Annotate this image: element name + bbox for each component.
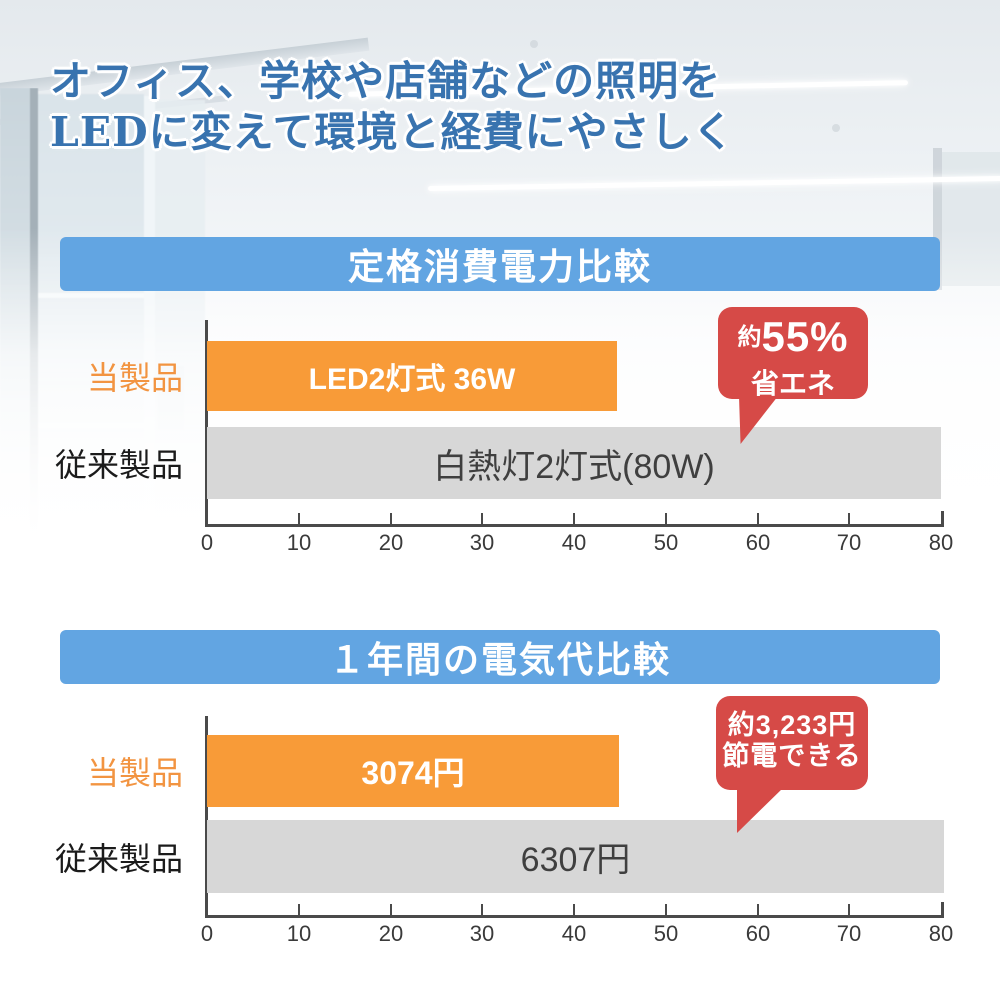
x-tick-label: 50 — [653, 530, 679, 555]
x-tick-label: 30 — [469, 530, 495, 555]
x-axis-tick — [941, 511, 944, 524]
x-tick-label: 0 — [200, 921, 214, 946]
category-label-conventional: 従来製品 — [54, 447, 183, 483]
x-axis-tick — [481, 904, 483, 915]
x-tick-label: 80 — [928, 921, 954, 946]
x-tick-label: 50 — [653, 921, 679, 946]
x-tick-label: 70 — [836, 530, 862, 555]
chart2-title-banner: １年間の電気代比較 — [60, 630, 940, 684]
x-tick-label: 80 — [928, 530, 954, 555]
x-tick-label: 10 — [286, 530, 312, 555]
x-tick-label: 40 — [561, 921, 587, 946]
y-axis-line — [205, 320, 208, 527]
bar-conventional-label: 白熱灯2灯式(80W) — [433, 447, 715, 486]
x-tick-label: 10 — [286, 921, 312, 946]
badge-amount: 約3,233円 — [727, 710, 857, 740]
bar-our-product: LED2灯式 36W — [207, 341, 617, 411]
x-axis-tick — [390, 904, 392, 915]
electricity-cost-chart: 当製品 3074円 従来製品 6307円 0 10 20 30 40 50 60… — [0, 695, 1000, 960]
cost-saving-badge: 約3,233円 節電できる — [716, 696, 868, 790]
x-tick-label: 30 — [469, 921, 495, 946]
x-axis-line — [205, 915, 944, 918]
badge-caption: 省エネ — [750, 368, 835, 399]
energy-saving-badge: 約55% 省エネ — [718, 307, 868, 399]
badge-percentage: 約55% — [718, 315, 868, 369]
x-tick-label: 20 — [378, 921, 404, 946]
x-axis-tick — [481, 513, 483, 524]
x-tick-label: 40 — [561, 530, 587, 555]
x-axis-tick — [573, 513, 575, 524]
x-axis-tick — [298, 904, 300, 915]
bar-conventional-label: 6307円 — [520, 841, 631, 879]
headline-line1: オフィス、学校や店舗などの照明を — [50, 57, 722, 105]
power-consumption-chart: 当製品 LED2灯式 36W 従来製品 白熱灯2灯式(80W) 0 10 20 … — [0, 300, 1000, 565]
bar-our-product-label: 3074円 — [361, 755, 465, 791]
category-label-our-product: 当製品 — [86, 360, 183, 396]
y-axis-line — [205, 716, 208, 916]
x-axis-tick — [848, 513, 850, 524]
chart2-title: １年間の電気代比較 — [328, 639, 671, 680]
badge-value: 55% — [761, 313, 849, 360]
badge-caption: 節電できる — [722, 741, 862, 771]
x-axis-tick — [665, 513, 667, 524]
bar-conventional: 6307円 — [207, 820, 944, 893]
headline-line2: LEDに変えて環境と経費にやさしく — [50, 108, 735, 156]
headline: オフィス、学校や店舗などの照明を LEDに変えて環境と経費にやさしく — [50, 56, 735, 158]
category-label-conventional: 従来製品 — [54, 840, 183, 877]
x-tick-label: 60 — [745, 921, 771, 946]
bar-conventional: 白熱灯2灯式(80W) — [207, 427, 941, 499]
x-axis-tick — [941, 902, 944, 915]
badge-prefix: 約 — [737, 324, 762, 351]
x-axis-line — [205, 524, 944, 527]
x-tick-label: 20 — [378, 530, 404, 555]
x-axis-tick — [848, 904, 850, 915]
x-tick-label: 0 — [200, 530, 214, 555]
chart1-title-banner: 定格消費電力比較 — [60, 237, 940, 291]
bar-our-product-label: LED2灯式 36W — [308, 363, 516, 396]
x-axis-tick — [390, 513, 392, 524]
x-axis-tick — [757, 513, 759, 524]
bar-our-product: 3074円 — [207, 735, 619, 807]
x-axis-tick — [573, 904, 575, 915]
category-label-our-product: 当製品 — [86, 755, 183, 791]
chart1-title: 定格消費電力比較 — [347, 246, 652, 287]
x-axis-tick — [298, 513, 300, 524]
x-tick-label: 60 — [745, 530, 771, 555]
x-axis-tick — [757, 904, 759, 915]
x-axis-tick — [665, 904, 667, 915]
x-tick-label: 70 — [836, 921, 862, 946]
